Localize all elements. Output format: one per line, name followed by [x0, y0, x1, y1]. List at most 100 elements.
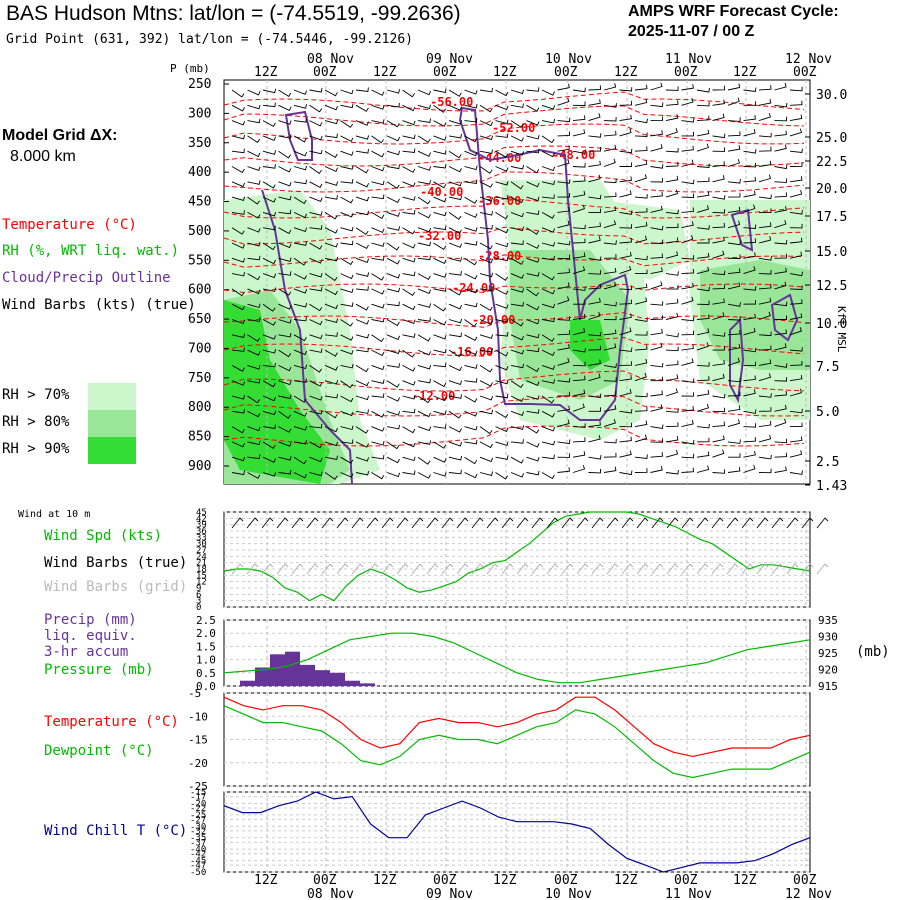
p-label-500: 500 [188, 224, 211, 239]
p-label-600: 600 [188, 283, 211, 298]
wind-barb [619, 347, 633, 352]
wind-barb [541, 410, 555, 418]
wind-barb [681, 207, 694, 213]
wind-barb [386, 410, 401, 416]
windchill-ytick--27: -27 [190, 815, 206, 825]
wind-barb [231, 303, 245, 311]
wind-barb [681, 439, 695, 445]
top-time-label-9: 00Z [793, 65, 817, 80]
wind-barb [417, 472, 431, 479]
wind-barb [619, 470, 633, 476]
p-label-900: 900 [188, 459, 211, 474]
wind-barb [681, 406, 694, 412]
legend-precip-liq: liq. equiv. [44, 628, 137, 644]
wind-barb [262, 196, 277, 203]
wind-barb [495, 104, 509, 111]
wind-barb [355, 286, 369, 291]
wind-barb [526, 257, 540, 263]
wind-10m-grid-barb [816, 563, 829, 575]
wind-barb [665, 223, 679, 229]
wind-barb [712, 99, 725, 106]
wind-barb [448, 150, 462, 159]
wind-ytick-9: 9 [196, 584, 201, 594]
p-label-400: 400 [188, 165, 211, 180]
wind-barb [495, 166, 509, 172]
temp-contour-label-6: -32.00 [418, 229, 461, 243]
wind-barb [665, 114, 679, 122]
wind-barb [417, 440, 432, 445]
wind-barb [371, 317, 385, 323]
wind-barb [696, 437, 710, 443]
wind-barb [619, 436, 632, 443]
wind-barb [510, 349, 525, 355]
wind-barb [665, 360, 679, 366]
wind-barb [510, 273, 525, 279]
wind-barb [572, 101, 586, 106]
wind-10m-grid-barb [681, 563, 694, 575]
wind-barb [526, 409, 540, 414]
wind-barb [402, 441, 416, 448]
wind-ytick-0: 0 [196, 603, 201, 613]
wind-barb [789, 189, 803, 198]
wind-barb [634, 358, 648, 366]
wind-barb [758, 269, 772, 275]
wind-barb [758, 146, 772, 152]
wind-barb [588, 284, 601, 290]
wind-barb [619, 299, 632, 305]
wind-barb [262, 181, 276, 189]
wind-barb [789, 210, 803, 215]
wind-barb [433, 104, 446, 113]
pressure-ytick-930: 930 [818, 631, 838, 644]
wind-barb [774, 452, 787, 458]
wind-barb [510, 319, 524, 327]
wind-barb [650, 466, 663, 473]
wind-barb [371, 303, 385, 309]
wind-barb [293, 456, 307, 465]
wind-barb [603, 281, 617, 290]
bottom-time-label-5: 00Z [554, 873, 578, 888]
wind-barb [324, 212, 338, 220]
wind-barb [572, 238, 586, 244]
wind-barb [340, 363, 354, 369]
wind-barb [386, 211, 401, 217]
wind-barb [231, 166, 245, 174]
wind-barb [293, 241, 307, 246]
wind-ytick-18: 18 [196, 565, 207, 575]
wind-barb [619, 327, 632, 336]
wind-barb [402, 242, 416, 249]
wind-barb [231, 120, 246, 126]
wind-barb [650, 342, 663, 351]
wind-barb [479, 380, 493, 387]
wind-barb [448, 89, 462, 97]
top-date-label-1: 09 Nov [426, 52, 473, 67]
cloud-outline-5 [770, 293, 799, 342]
wind-barb [309, 423, 323, 429]
rh70-swatch [88, 383, 136, 410]
wind-barb [433, 441, 447, 449]
wind-barb [293, 302, 308, 308]
wind-barb [247, 349, 261, 356]
wind-barb [588, 297, 601, 305]
wind-barb [635, 269, 648, 275]
wind-barb [541, 334, 555, 342]
wind-barb [603, 103, 617, 108]
wind-barb [727, 419, 741, 428]
temp-ytick--15: -15 [188, 734, 208, 747]
wind-barb [665, 422, 679, 428]
wind-barb [774, 301, 788, 307]
legend-rh70: RH > 70% [2, 387, 70, 403]
wind-barb [681, 453, 695, 459]
wind-barb [712, 270, 726, 276]
wind-barb [727, 302, 741, 307]
windchill-ytick--50: -50 [190, 868, 206, 878]
wind-barb [262, 120, 276, 128]
wind-barb [231, 365, 245, 372]
wind-barb [619, 148, 633, 154]
wind-barb [278, 332, 292, 338]
wind-barb [789, 327, 802, 336]
wind-barb [743, 101, 756, 106]
wind-barb [712, 393, 726, 399]
kft-label-9: 5.0 [816, 405, 839, 420]
wind-barb [541, 472, 555, 480]
wind-barb [650, 253, 663, 259]
